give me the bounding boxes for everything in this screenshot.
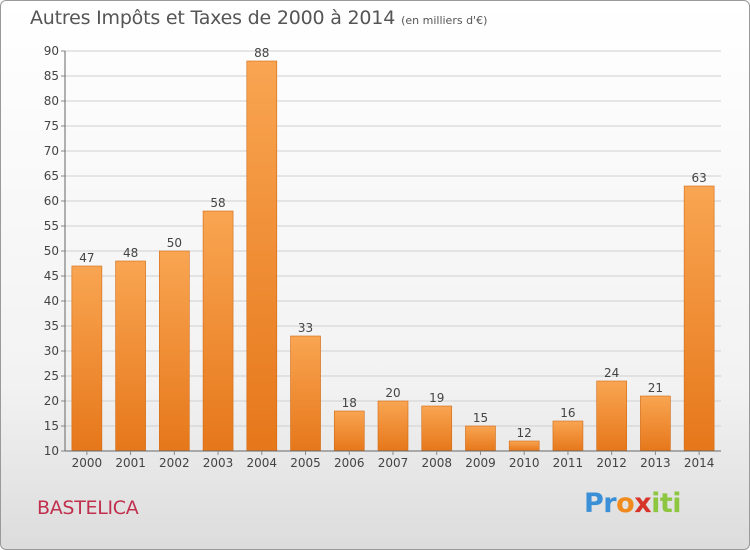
- data-label: 24: [604, 366, 619, 380]
- x-tick-label: 2008: [421, 456, 452, 470]
- bar: [159, 250, 190, 452]
- logo-letter: t: [659, 488, 673, 519]
- y-tick-label: 50: [44, 244, 59, 258]
- data-label: 16: [560, 406, 575, 420]
- y-tick-label: 30: [44, 344, 59, 358]
- x-tick-label: 2006: [334, 456, 365, 470]
- bar: [596, 380, 627, 452]
- bar: [552, 420, 584, 452]
- proxiti-logo: Proxiti: [584, 488, 682, 519]
- chart-unit: (en milliers d'€): [401, 14, 488, 27]
- logo-letter: r: [603, 488, 617, 519]
- bar: [115, 260, 146, 452]
- data-label: 47: [79, 251, 94, 265]
- y-tick-label: 35: [44, 319, 59, 333]
- logo-letter: P: [584, 488, 604, 519]
- logo-letter: o: [616, 488, 635, 519]
- data-label: 12: [517, 426, 532, 440]
- x-tick-label: 2000: [72, 456, 103, 470]
- y-tick-label: 55: [44, 219, 59, 233]
- data-label: 20: [385, 386, 400, 400]
- bar: [246, 60, 278, 452]
- y-tick-label: 75: [44, 119, 59, 133]
- data-label: 15: [473, 411, 488, 425]
- commune-name: BASTELICA: [37, 497, 139, 519]
- logo-letter: i: [651, 488, 660, 519]
- x-axis-ticks: 2000 2001 2002 2003 2004 2005 2006 2007 2008 2009…: [72, 451, 715, 470]
- x-tick-label: 2012: [596, 456, 627, 470]
- bar: [640, 395, 671, 452]
- chart-title-block: Autres Impôts et Taxes de 2000 à 2014 (en…: [30, 7, 487, 29]
- x-tick-label: 2009: [465, 456, 496, 470]
- y-tick-label: 20: [44, 394, 59, 408]
- data-label: 33: [298, 321, 313, 335]
- x-tick-label: 2004: [247, 456, 278, 470]
- data-label: 58: [210, 196, 225, 210]
- x-tick-label: 2011: [553, 456, 584, 470]
- bar: [290, 335, 321, 452]
- chart-title: Autres Impôts et Taxes de 2000 à 2014: [30, 7, 396, 29]
- data-label: 21: [648, 381, 663, 395]
- y-tick-label: 40: [44, 294, 59, 308]
- x-tick-label: 2013: [640, 456, 671, 470]
- bar: [333, 410, 365, 452]
- y-tick-label: 70: [44, 144, 59, 158]
- bar: [465, 425, 496, 452]
- data-label: 18: [342, 396, 357, 410]
- x-tick-label: 2014: [684, 456, 715, 470]
- y-tick-label: 15: [44, 419, 59, 433]
- y-tick-label: 65: [44, 169, 59, 183]
- x-tick-label: 2007: [378, 456, 409, 470]
- data-label: 63: [691, 171, 706, 185]
- bar: [202, 210, 234, 452]
- y-tick-label: 90: [44, 44, 59, 58]
- y-tick-label: 10: [44, 444, 59, 458]
- bars: [71, 60, 715, 452]
- y-tick-label: 85: [44, 69, 59, 83]
- x-tick-label: 2010: [509, 456, 540, 470]
- data-label: 19: [429, 391, 444, 405]
- y-tick-label: 25: [44, 369, 59, 383]
- data-label: 50: [167, 236, 182, 250]
- x-tick-label: 2003: [203, 456, 234, 470]
- bar: [421, 405, 453, 452]
- data-label: 88: [254, 46, 269, 60]
- y-tick-label: 45: [44, 269, 59, 283]
- data-labels: 47 48 50 58 88 33 18 20 19 15 12 16 24 21 63: [79, 46, 707, 440]
- x-tick-label: 2002: [159, 456, 190, 470]
- bar: [508, 440, 540, 452]
- logo-letter: i: [672, 488, 682, 519]
- logo-letter: x: [634, 488, 652, 519]
- data-label: 48: [123, 246, 138, 260]
- y-tick-label: 80: [44, 94, 59, 108]
- x-tick-label: 2001: [115, 456, 146, 470]
- bar: [377, 400, 409, 452]
- y-axis-ticks: 10 15 20 25 30 35 40 45 50 55 60 65 70 75 80 85 90: [44, 44, 65, 458]
- x-tick-label: 2005: [290, 456, 321, 470]
- y-tick-label: 60: [44, 194, 59, 208]
- bar: [71, 265, 103, 452]
- bar: [683, 185, 715, 452]
